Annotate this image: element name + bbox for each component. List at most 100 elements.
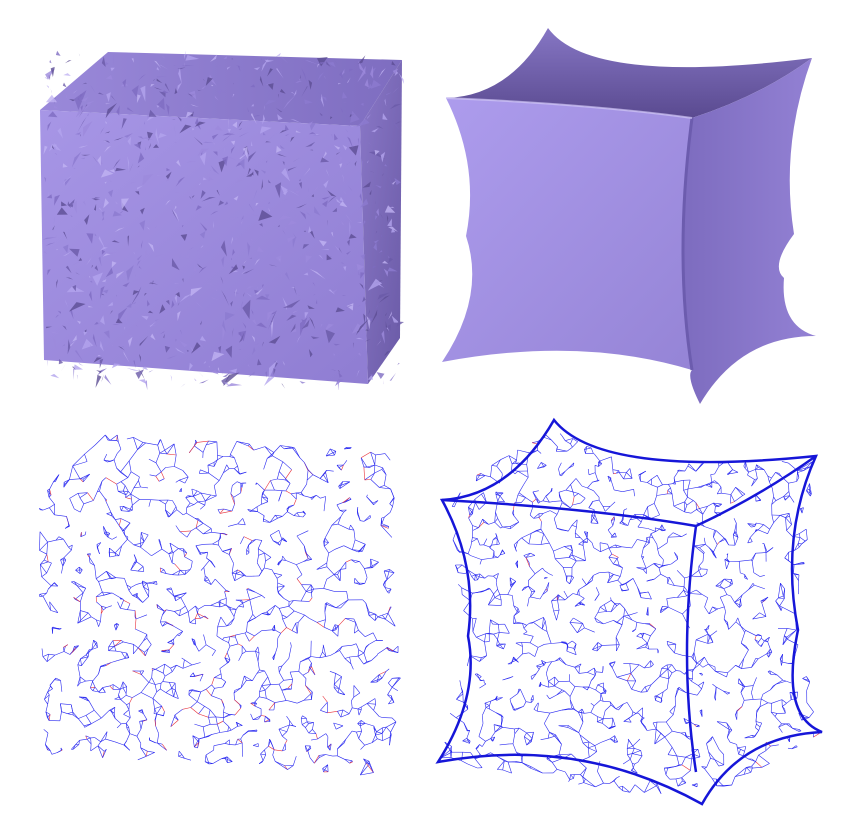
mesh-edge (63, 549, 72, 558)
mesh-edge (234, 699, 240, 705)
mesh-edge (170, 641, 175, 645)
mesh-edge (701, 681, 705, 689)
surface-facet (173, 65, 177, 66)
mesh-edge (382, 579, 388, 585)
mesh-edge (123, 744, 130, 751)
mesh-edge (288, 606, 295, 612)
mesh-edge (354, 629, 359, 634)
surface-facet (252, 343, 259, 346)
mesh-edge (261, 501, 268, 505)
surface-facet (349, 68, 354, 72)
mesh-edge (808, 711, 814, 718)
mesh-edge (213, 485, 217, 496)
surface-facet (335, 307, 345, 313)
mesh-edge (186, 530, 192, 538)
mesh-edge (325, 448, 331, 457)
mesh-edge (716, 721, 727, 724)
mesh-edge (644, 660, 651, 669)
mesh-edge (472, 527, 479, 531)
mesh-edge (90, 680, 94, 688)
surface-facet (91, 198, 101, 201)
mesh-edge (478, 678, 482, 681)
surface-facet (166, 168, 171, 172)
mesh-edge (501, 725, 503, 728)
mesh-edge (502, 769, 512, 774)
mesh-edge (376, 677, 383, 683)
mesh-edge (600, 700, 604, 702)
mesh-edge (587, 747, 590, 758)
mesh-edge (590, 447, 594, 454)
mesh-edge (224, 758, 228, 763)
mesh-edge (205, 440, 209, 446)
surface-facet (175, 285, 180, 295)
surface-facet (293, 310, 299, 313)
mesh-edge (333, 569, 341, 575)
mesh-edge (76, 585, 86, 589)
mesh-edge (339, 510, 344, 513)
surface-facet (137, 136, 144, 140)
mesh-edge (594, 612, 599, 619)
mesh-edge (256, 482, 265, 491)
mesh-edge (357, 544, 366, 553)
mesh-edge (586, 446, 592, 449)
surface-facet (377, 292, 390, 300)
surface-facet (192, 128, 195, 131)
mesh-edge (667, 643, 676, 646)
mesh-edge (287, 765, 294, 770)
mesh-edge (558, 492, 560, 495)
mesh-edge (495, 494, 501, 497)
mesh-edge (637, 521, 642, 528)
surface-facet (189, 196, 192, 200)
mesh-edge (483, 538, 488, 545)
mesh-edge (499, 550, 503, 556)
mesh-edge (135, 628, 148, 635)
surface-facet (65, 299, 69, 308)
mesh-edge (570, 774, 574, 779)
mesh-edge (164, 671, 173, 677)
mesh-edge (365, 760, 370, 764)
mesh-edge (188, 694, 198, 702)
surface-facet (237, 65, 241, 72)
mesh-edge (93, 491, 98, 501)
surface-facet (143, 139, 147, 140)
mesh-edge (261, 496, 268, 499)
mesh-edge (152, 691, 157, 699)
mesh-edge (472, 631, 477, 638)
mesh-edge (544, 570, 549, 574)
mesh-edge (173, 443, 177, 456)
mesh-edge (101, 606, 104, 611)
mesh-edge (239, 471, 247, 475)
mesh-edge (304, 462, 309, 470)
mesh-edge (309, 618, 318, 623)
surface-facet (121, 118, 127, 130)
mesh-edge (342, 644, 353, 647)
surface-facet (378, 68, 386, 79)
mesh-edge (237, 643, 243, 647)
mesh-edge (246, 622, 248, 632)
mesh-edge (79, 569, 83, 574)
mesh-edge (654, 732, 662, 745)
mesh-edge (468, 507, 473, 514)
mesh-edge (304, 745, 309, 752)
mesh-edge (611, 667, 618, 678)
mesh-edge (368, 614, 376, 616)
mesh-edge (759, 722, 762, 728)
mesh-edge (553, 500, 562, 502)
mesh-edge (123, 740, 127, 746)
mesh-edge (234, 575, 245, 582)
surface-facet (300, 317, 308, 336)
mesh-edge (223, 756, 228, 759)
surface-facet (303, 230, 306, 233)
mesh-edge (715, 578, 725, 587)
surface-facet (309, 231, 315, 239)
mesh-edge (237, 725, 243, 727)
mesh-edge (675, 764, 682, 767)
surface-facet (140, 207, 145, 215)
mesh-edge (44, 691, 48, 700)
mesh-edge (726, 672, 728, 678)
surface-facet (372, 67, 376, 75)
mesh-edge (128, 703, 130, 710)
mesh-edge (238, 653, 243, 661)
mesh-edge (241, 651, 247, 655)
mesh-edge (630, 707, 634, 712)
